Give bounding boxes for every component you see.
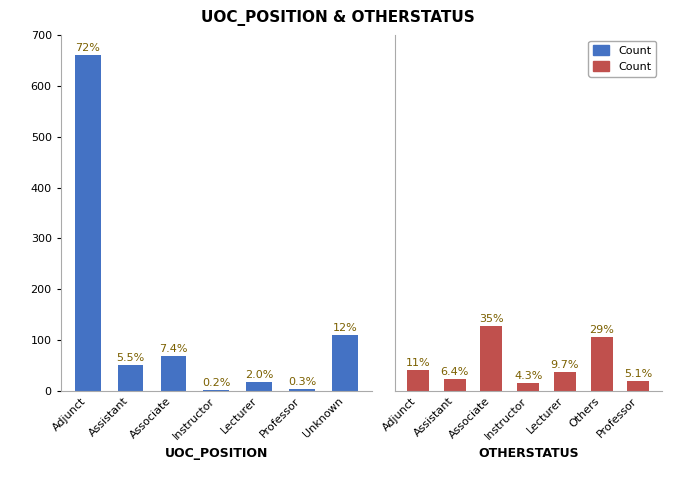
Text: 11%: 11% <box>406 358 431 368</box>
Text: 72%: 72% <box>76 44 100 54</box>
Text: 35%: 35% <box>479 314 504 324</box>
Bar <box>246 382 272 391</box>
Bar <box>591 337 613 391</box>
Text: 12%: 12% <box>332 323 357 333</box>
Text: 7.4%: 7.4% <box>159 344 188 354</box>
X-axis label: UOC_POSITION: UOC_POSITION <box>165 446 268 459</box>
Bar <box>627 381 649 391</box>
Text: 5.1%: 5.1% <box>624 369 653 379</box>
Bar <box>203 390 229 391</box>
Bar <box>289 389 315 391</box>
Bar <box>161 356 186 391</box>
Text: 4.3%: 4.3% <box>514 371 543 381</box>
Text: 0.2%: 0.2% <box>202 378 230 388</box>
Bar <box>75 56 101 391</box>
Text: 2.0%: 2.0% <box>245 370 273 380</box>
X-axis label: OTHERSTATUS: OTHERSTATUS <box>478 446 578 459</box>
Legend: Count, Count: Count, Count <box>589 41 656 77</box>
Bar <box>443 379 466 391</box>
Text: UOC_POSITION & OTHERSTATUS: UOC_POSITION & OTHERSTATUS <box>200 10 475 26</box>
Bar <box>554 372 576 391</box>
Text: 0.3%: 0.3% <box>288 377 316 387</box>
Bar <box>407 370 429 391</box>
Bar <box>332 335 358 391</box>
Bar <box>517 383 539 391</box>
Text: 9.7%: 9.7% <box>551 360 579 370</box>
Text: 29%: 29% <box>589 325 614 335</box>
Text: 6.4%: 6.4% <box>441 367 469 377</box>
Bar <box>481 326 502 391</box>
Text: 5.5%: 5.5% <box>117 353 144 363</box>
Bar <box>117 365 143 391</box>
